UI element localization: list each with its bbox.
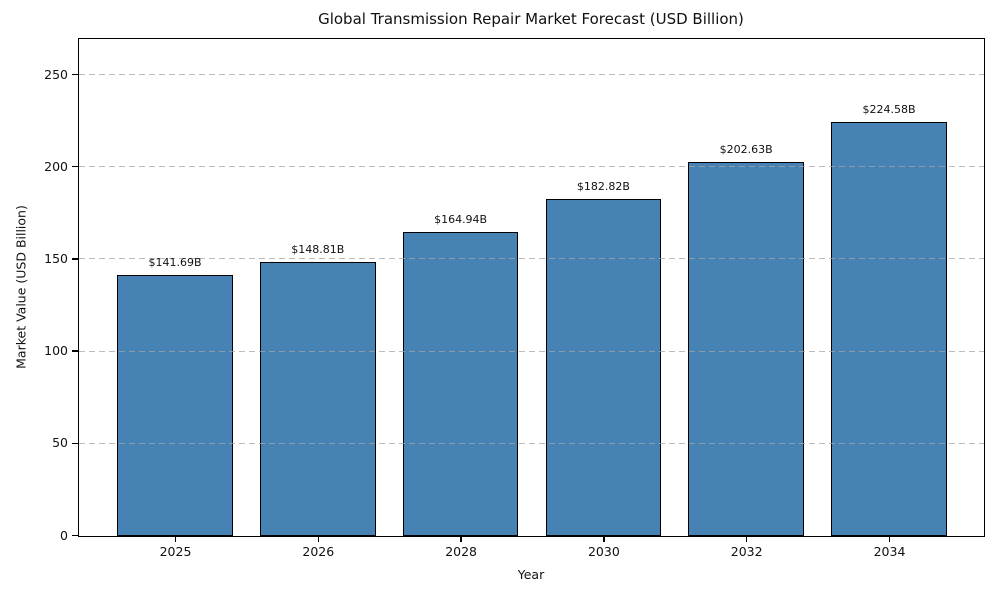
x-tick-label: 2025	[159, 544, 192, 559]
y-tick-label: 50	[52, 435, 68, 451]
y-tick-mark	[72, 442, 78, 444]
bar-2030	[545, 198, 662, 536]
bar-2028	[402, 231, 519, 536]
y-tick-label: 250	[44, 66, 68, 82]
x-tick-label: 2034	[873, 544, 906, 559]
plot-area: $141.69B $148.81B $164.94B $182.82B $202.63B…	[78, 38, 985, 537]
y-tick-label: 100	[44, 343, 68, 359]
bar-value-label: $224.58B	[862, 102, 916, 116]
y-tick-mark	[72, 166, 78, 168]
x-tick-mark	[603, 536, 605, 542]
y-tick-label: 0	[60, 527, 68, 543]
bar-value-label: $148.81B	[291, 242, 345, 256]
x-tick-mark	[460, 536, 462, 542]
y-tick-label: 200	[44, 158, 68, 174]
bar-value-label: $182.82B	[576, 179, 630, 193]
x-tick-label: 2032	[730, 544, 763, 559]
bar-value-label: $164.94B	[434, 212, 488, 226]
x-axis-label: Year	[517, 567, 545, 582]
x-tick-label: 2028	[445, 544, 477, 559]
x-tick-mark	[174, 536, 177, 542]
gridline-y200	[79, 166, 984, 168]
gridline-y100	[79, 350, 984, 352]
gridline-y150	[79, 258, 984, 260]
gridline-y50	[79, 442, 984, 444]
gridline-y250	[79, 74, 984, 76]
y-tick-mark	[72, 258, 78, 260]
bar-2026	[260, 261, 376, 536]
bar-2032	[688, 162, 804, 536]
bar-value-label: $202.63B	[719, 143, 773, 157]
x-tick-mark	[888, 536, 891, 542]
x-tick-mark	[317, 536, 319, 542]
y-tick-mark	[72, 350, 78, 352]
bar-value-label: $141.69B	[148, 255, 202, 269]
y-tick-mark	[72, 73, 78, 76]
x-tick-label: 2030	[587, 544, 620, 559]
chart-title: Global Transmission Repair Market Foreca…	[318, 10, 744, 28]
bar-2034	[831, 121, 947, 536]
x-tick-mark	[746, 536, 748, 542]
y-tick-label: 150	[44, 250, 68, 266]
x-tick-label: 2026	[302, 544, 335, 559]
bar-2025	[117, 274, 233, 536]
y-tick-mark	[72, 534, 78, 537]
